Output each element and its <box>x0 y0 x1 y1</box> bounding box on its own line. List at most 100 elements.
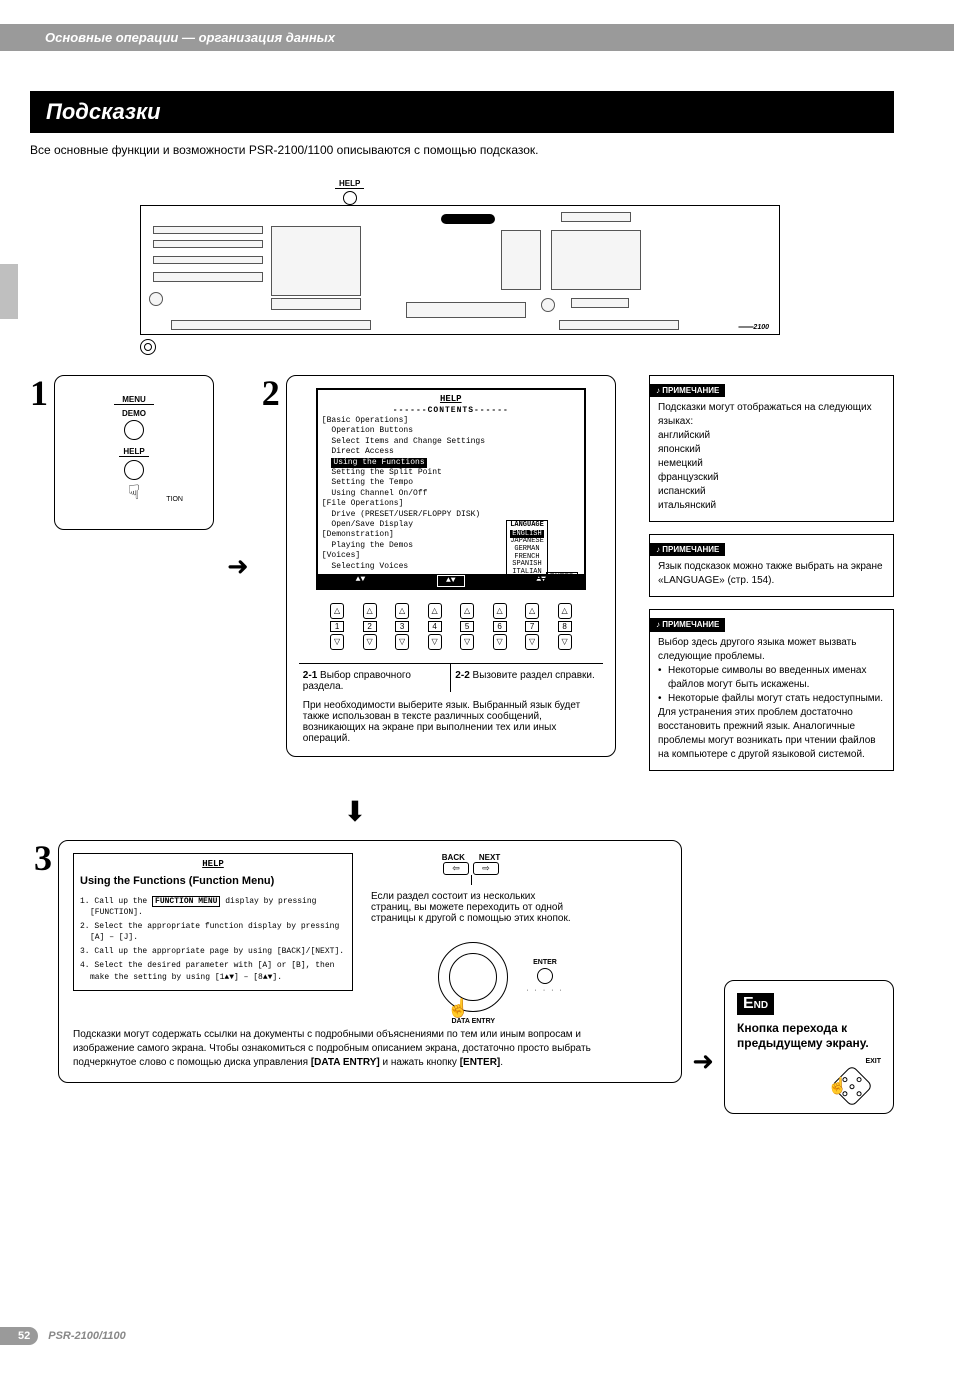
demo-button-icon <box>124 420 144 440</box>
intro-text: Все основные функции и возможности PSR-2… <box>30 143 894 157</box>
note-text: Подсказки могут отображаться на следующи… <box>658 401 885 429</box>
footer-model: PSR-2100/1100 <box>48 1330 125 1342</box>
data-entry-dial-icon: ☝ DATA ENTRY <box>438 942 508 1012</box>
lcd3-title: HELP <box>80 858 346 871</box>
exit-label: EXIT <box>737 1058 881 1065</box>
button-number: 6 <box>493 621 507 632</box>
lcd-line: Using the Functions <box>322 458 580 468</box>
page-nav-text: Если раздел состоит из нескольких страни… <box>371 891 571 924</box>
panel-group-icon <box>153 226 263 234</box>
panel-group-icon <box>153 256 263 264</box>
keyboard-panel-diagram: HELP ═══2100 <box>140 175 780 355</box>
button-number: 7 <box>525 621 539 632</box>
side-tab <box>0 264 18 319</box>
lcd-line: Setting the Split Point <box>322 468 580 478</box>
note-text: Выбор здесь другого языка может вызвать … <box>658 636 885 664</box>
up-button-icon: △ <box>493 603 507 619</box>
help-button-icon <box>343 191 357 205</box>
panel-group-icon <box>561 212 631 222</box>
exit-button-icon: ☝ <box>831 1065 873 1107</box>
panel-group-icon <box>571 298 629 308</box>
lcd-line: Drive (PRESET/USER/FLOPPY DISK) <box>322 510 580 520</box>
lcd-function-screen: HELP Using the Functions (Function Menu)… <box>73 853 353 991</box>
lcd-enter-label: ENTER <box>546 572 578 584</box>
panel-dial-icon <box>541 298 555 312</box>
arrow-down-icon: ⬇ <box>330 795 380 828</box>
down-button-icon: ▽ <box>363 634 377 650</box>
up-button-icon: △ <box>395 603 409 619</box>
end-panel: END Кнопка перехода к предыдущему экрану… <box>724 980 894 1114</box>
arrow-right-icon: ➜ <box>692 1046 714 1077</box>
yamaha-logo <box>441 214 495 224</box>
note-text: Язык подсказок можно также выбрать на эк… <box>658 560 885 588</box>
hand-pointer-icon: ☟ <box>55 483 213 503</box>
end-badge: END <box>737 993 774 1015</box>
step2-panel: HELP ------CONTENTS------ [Basic Operati… <box>286 375 616 757</box>
up-button-icon: △ <box>525 603 539 619</box>
lcd-button-col: △ 4 ▽ <box>428 602 442 651</box>
lcd-button-row: △1▽△2▽△3▽△4▽△5▽△6▽△7▽△8▽ <box>321 602 581 651</box>
step3-note-text: Подсказки могут содержать ссылки на доку… <box>73 1028 633 1070</box>
arrow-right-icon: ➜ <box>227 551 249 582</box>
button-number: 2 <box>363 621 377 632</box>
lcd3-heading: Using the Functions (Function Menu) <box>80 874 346 889</box>
help-label-small: HELP <box>119 447 148 457</box>
lcd-line: Direct Access <box>322 447 580 457</box>
panel-lcd-icon <box>271 226 361 296</box>
up-button-icon: △ <box>428 603 442 619</box>
lcd-nav-icon: ▲▼ <box>437 575 465 587</box>
button-number: 4 <box>428 621 442 632</box>
lcd-button-col: △8▽ <box>558 602 572 651</box>
step2-note-text: При необходимости выберите язык. Выбранн… <box>299 692 603 744</box>
down-button-icon: ▽ <box>558 634 572 650</box>
up-button-icon: △ <box>330 603 344 619</box>
note-box-3: ♪ ПРИМЕЧАНИЕ Выбор здесь другого языка м… <box>649 609 894 770</box>
note-lang-item: итальянский <box>658 499 885 513</box>
page-footer: 52 PSR-2100/1100 <box>0 1327 126 1345</box>
panel-slider-row-icon <box>406 302 526 318</box>
panel-group-icon <box>153 272 263 282</box>
help-callout: HELP <box>335 175 364 207</box>
lcd-button-col: △7▽ <box>525 602 539 651</box>
down-button-icon: ▽ <box>330 634 344 650</box>
panel-group-icon <box>271 298 361 310</box>
tion-label: TION <box>166 496 183 503</box>
step3-panel: HELP Using the Functions (Function Menu)… <box>58 840 682 1083</box>
menu-label: MENU <box>114 395 154 405</box>
lcd-line: Using Channel On/Off <box>322 489 580 499</box>
hand-pointer-icon: ☝ <box>447 998 469 1019</box>
note-header: ♪ ПРИМЕЧАНИЕ <box>650 543 725 556</box>
lang-option: ITALIAN <box>510 569 544 577</box>
page-number: 52 <box>0 1327 38 1345</box>
note-box-1: ♪ ПРИМЕЧАНИЕ Подсказки могут отображатьс… <box>649 375 894 522</box>
next-label: NEXT <box>479 853 500 862</box>
lcd-language-box: LANGUAGE ENGLISH JAPANESEGERMANFRENCHSPA… <box>506 520 548 579</box>
down-button-icon: ▽ <box>460 634 474 650</box>
lcd-line: Operation Buttons <box>322 426 580 436</box>
lcd-line: [Basic Operations] <box>322 416 580 426</box>
lcd-button-col: △5▽ <box>460 602 474 651</box>
note-header: ♪ ПРИМЕЧАНИЕ <box>650 618 725 631</box>
lcd-button-col: △ 1 ▽ <box>330 602 344 651</box>
lcd-contents-label: ------CONTENTS------ <box>322 406 580 416</box>
lcd-button-col: △ 2 ▽ <box>363 602 377 651</box>
lcd-line: Setting the Tempo <box>322 478 580 488</box>
note-bullet: Некоторые символы во введенных именах фа… <box>658 664 885 692</box>
lcd-help-screen: HELP ------CONTENTS------ [Basic Operati… <box>316 388 586 590</box>
section-title: Подсказки <box>30 91 894 133</box>
help-button-icon <box>124 460 144 480</box>
panel-group-icon <box>501 230 541 290</box>
step-number-1: 1 <box>30 375 48 411</box>
back-next-buttons: BACK NEXT ⇦ ⇨ <box>371 853 571 885</box>
up-button-icon: △ <box>363 603 377 619</box>
header-breadcrumb: Основные операции — организация данных <box>0 24 954 51</box>
down-button-icon: ▽ <box>428 634 442 650</box>
down-button-icon: ▽ <box>395 634 409 650</box>
help-label: HELP <box>335 179 364 189</box>
note-lang-item: немецкий <box>658 457 885 471</box>
model-badge: ═══2100 <box>739 324 769 331</box>
button-number: 1 <box>330 621 344 632</box>
panel-group-icon <box>559 320 679 330</box>
lcd3-instruction: 3. Call up the appropriate page by using… <box>80 946 346 957</box>
note-text: Для устранения этих проблем достаточно в… <box>658 706 885 762</box>
